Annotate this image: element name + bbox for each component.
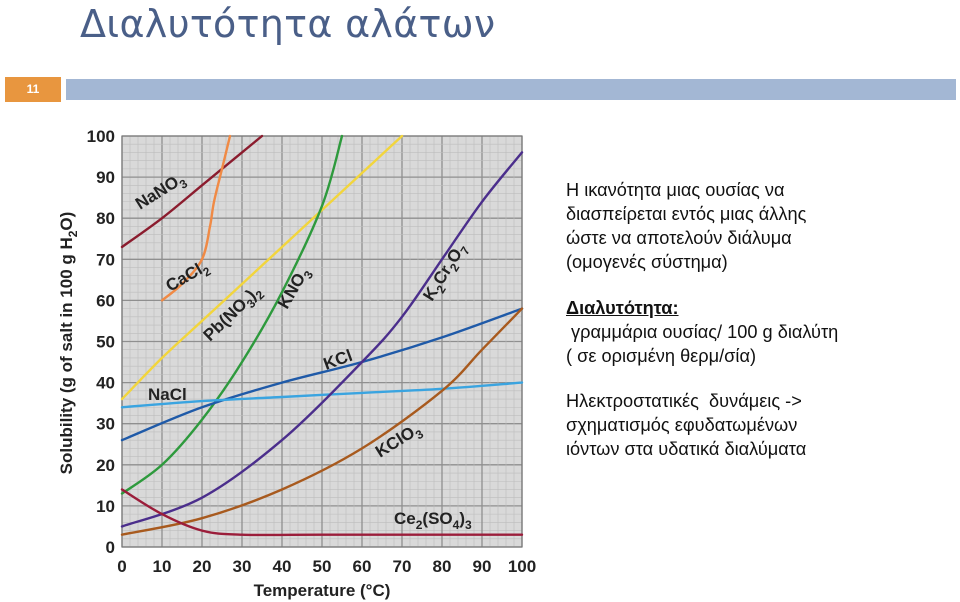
grid bbox=[121, 135, 523, 548]
series-line-k2cr2o7 bbox=[120, 151, 524, 528]
y-tick-label: 30 bbox=[96, 415, 115, 434]
x-tick-label: 10 bbox=[153, 557, 172, 576]
y-tick-label: 0 bbox=[106, 538, 115, 557]
series-line-kclo3 bbox=[120, 307, 524, 536]
x-tick-label: 40 bbox=[273, 557, 292, 576]
intro-line-4: (ομογενές σύστημα) bbox=[566, 252, 728, 272]
y-tick-label: 10 bbox=[96, 497, 115, 516]
solubility-chart: 0 10 20 30 40 50 60 70 80 90 100 0 10 20 30 40 50 60 70 80… bbox=[57, 127, 536, 600]
x-tick-label: 90 bbox=[473, 557, 492, 576]
definition-line-2: ( σε ορισμένη θερμ/σία) bbox=[566, 346, 757, 366]
y-tick-label: 20 bbox=[96, 456, 115, 475]
intro-line-1: Η ικανότητα μιας ουσίας να bbox=[566, 180, 785, 200]
y-tick-label: 100 bbox=[87, 127, 115, 146]
series-line-nacl bbox=[120, 381, 524, 409]
label-nacl: NaCl bbox=[148, 385, 187, 404]
x-tick-labels: 0 10 20 30 40 50 60 70 80 90 100 bbox=[117, 557, 536, 576]
definition-heading: Διαλυτότητα: bbox=[566, 298, 679, 318]
series-line-ce2so43 bbox=[120, 488, 524, 537]
x-axis-label: Temperature (°C) bbox=[254, 581, 391, 600]
x-tick-label: 20 bbox=[193, 557, 212, 576]
x-tick-label: 30 bbox=[233, 557, 252, 576]
y-axis-label: Solubility (g of salt in 100 g H2O) bbox=[57, 212, 80, 475]
label-ce2so43: Ce2(SO4)3 bbox=[394, 509, 472, 532]
series-line-kcl bbox=[120, 307, 524, 442]
series-line-nano3 bbox=[120, 134, 264, 249]
x-axis-label-text: Temperature (°C) bbox=[254, 581, 391, 600]
y-tick-label: 60 bbox=[96, 291, 115, 310]
forces-line-2: σχηματισμός εφυδατωμένων bbox=[566, 415, 798, 435]
y-tick-label: 40 bbox=[96, 374, 115, 393]
plot-frame bbox=[121, 135, 523, 548]
header-band bbox=[66, 79, 956, 100]
y-tick-label: 90 bbox=[96, 168, 115, 187]
intro-line-3: ώστε να αποτελούν διάλυμα bbox=[566, 228, 792, 248]
x-tick-label: 0 bbox=[117, 557, 126, 576]
series-line-kno3 bbox=[120, 134, 344, 495]
page-title: Διαλυτότητα αλάτων bbox=[80, 2, 496, 46]
y-tick-label: 50 bbox=[96, 333, 115, 352]
x-tick-label: 50 bbox=[313, 557, 332, 576]
slide-header-bar: 11 bbox=[0, 77, 960, 102]
x-tick-label: 70 bbox=[393, 557, 412, 576]
y-tick-label: 80 bbox=[96, 209, 115, 228]
x-tick-label: 80 bbox=[433, 557, 452, 576]
y-tick-label: 70 bbox=[96, 250, 115, 269]
x-tick-label: 100 bbox=[508, 557, 536, 576]
forces-line-1: Ηλεκτροστατικές δυνάμεις -> bbox=[566, 391, 802, 411]
forces-line-3: ιόντων στα υδατικά διαλύματα bbox=[566, 439, 807, 459]
y-tick-labels: 0 10 20 30 40 50 60 70 80 90 100 bbox=[87, 127, 115, 557]
x-tick-label: 60 bbox=[353, 557, 372, 576]
curves bbox=[120, 134, 524, 537]
definition-line-1: γραμμάρια ουσίας/ 100 g διαλύτη bbox=[566, 322, 839, 342]
intro-line-2: διασπείρεται εντός μιας άλλης bbox=[566, 204, 807, 224]
slide-number: 11 bbox=[5, 77, 61, 102]
series-line-pbno32 bbox=[120, 134, 404, 401]
series-line-cacl2 bbox=[160, 134, 232, 302]
side-text: Η ικανότητα μιας ουσίας να διασπείρεται … bbox=[566, 178, 838, 461]
